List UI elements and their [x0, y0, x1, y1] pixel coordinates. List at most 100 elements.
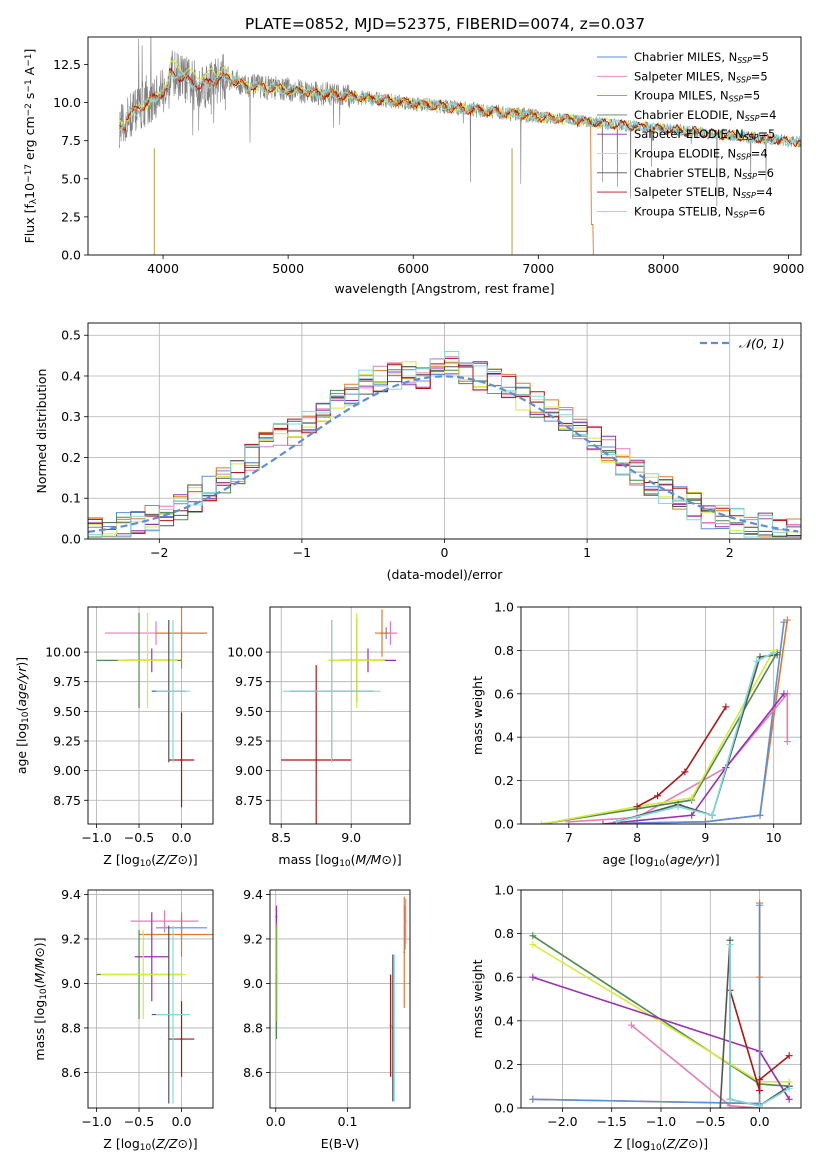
legend-label: Kroupa STELIB, NSSP=6: [634, 204, 765, 219]
plot-area: [96, 607, 208, 808]
y-tick-label: 8.6: [61, 1065, 81, 1080]
y-tick-label: 9.4: [243, 887, 263, 902]
x-tick-label: 0.0: [172, 830, 192, 845]
y-tick-label: 0.4: [494, 1013, 514, 1028]
legend-label: Salpeter ELODIE, NSSP=5: [634, 127, 775, 142]
data-point: [783, 738, 791, 746]
data-point: [756, 1076, 764, 1084]
x-tick-label: −1.5: [597, 1114, 627, 1129]
y-tick-label: 10.00: [227, 645, 263, 660]
y-tick-label: 0.2: [494, 773, 514, 788]
data-point: [529, 932, 537, 940]
data-point: [180, 1038, 183, 1041]
legend-label: Kroupa MILES, NSSP=5: [634, 89, 760, 104]
y-tick-label: 9.0: [61, 976, 81, 991]
y-tick-label: 10.00: [45, 645, 81, 660]
axes-frame: [520, 606, 802, 825]
y-tick-label: 9.00: [235, 763, 263, 778]
data-point: [688, 794, 696, 802]
data-point: [537, 820, 545, 824]
legend-label: Chabrier STELIB, NSSP=6: [634, 166, 774, 181]
age-vs-mass-panel: 8.5 9.0 8.75 9.00 9.25 9.50 9.75 10.00 mass [log…: [227, 606, 411, 869]
series-line: [729, 944, 790, 1107]
x-axis-label: E(B-V): [321, 1136, 360, 1151]
y-tick-label: 12.5: [53, 57, 81, 72]
data-point: [163, 920, 166, 923]
data-point: [780, 618, 788, 626]
x-axis-label: Z [log10(Z/Z⊙)]: [103, 852, 197, 869]
data-point: [142, 973, 145, 976]
y-tick-label: 8.75: [53, 793, 81, 808]
data-point: [756, 811, 764, 819]
data-point: [756, 1087, 764, 1095]
y-tick-label: 9.00: [53, 763, 81, 778]
y-tick-label: 8.6: [243, 1065, 263, 1080]
data-point: [529, 1095, 537, 1103]
age-vs-Z-panel: −1.0 −0.5 0.0 8.75 9.00 9.25 9.50 9.75 10.00 Z [l…: [14, 606, 214, 869]
data-point: [708, 811, 716, 819]
series-line: [616, 653, 778, 823]
axes-frame: [87, 889, 214, 1109]
y-tick-label: 0.2: [494, 1057, 514, 1072]
x-tick-label: 0.0: [266, 1114, 286, 1129]
spectrum-plot-area: [118, 37, 801, 255]
x-tick-label: 0.0: [172, 1114, 192, 1129]
y-tick-label: 0.1: [61, 491, 81, 506]
x-tick-label: 10: [766, 830, 782, 845]
x-tick-label: 9: [701, 830, 709, 845]
data-point: [403, 951, 406, 954]
x-tick-label: 7000: [522, 261, 554, 276]
axes-frame: [520, 889, 802, 1109]
data-point: [785, 1084, 793, 1092]
data-point: [726, 1095, 734, 1103]
data-point: [674, 803, 682, 811]
x-tick-label: −1: [293, 545, 311, 560]
y-tick-label: 9.75: [235, 674, 263, 689]
y-tick-label: 9.75: [53, 674, 81, 689]
data-point: [627, 1021, 635, 1029]
data-point: [785, 1052, 793, 1060]
data-point: [681, 768, 689, 776]
data-point: [172, 690, 175, 693]
x-tick-label: 1: [583, 545, 591, 560]
data-point: [770, 649, 778, 657]
plot-area: [537, 616, 791, 824]
residuals-plot-area: [88, 351, 801, 539]
data-point: [150, 955, 153, 958]
x-tick-label: −2: [150, 545, 168, 560]
data-point: [275, 915, 278, 918]
data-point: [180, 933, 183, 936]
data-point: [716, 1104, 724, 1108]
axes-frame: [269, 889, 411, 1109]
y-tick-label: 9.2: [61, 931, 81, 946]
y-tick-label: 1.0: [494, 883, 514, 898]
plot-area: [96, 910, 213, 1104]
mass-vs-Z-panel: −1.0 −0.5 0.0 8.6 8.8 9.0 9.2 9.4 Z [log10(Z/Z⊙)…: [32, 887, 214, 1153]
y-tick-label: 0.4: [494, 730, 514, 745]
axes-frame: [269, 606, 411, 825]
y-tick-label: 0.0: [61, 532, 81, 547]
data-point: [688, 811, 696, 819]
data-point: [599, 820, 607, 824]
data-point: [756, 1102, 764, 1108]
residuals-panel: −2 −1 0 1 2 0.0 0.1 0.2 0.3 0.4 0.5 𝒩(0, 1) (data-mo…: [34, 322, 802, 582]
x-tick-label: 4000: [147, 261, 179, 276]
y-tick-label: 2.5: [61, 209, 81, 224]
weight-vs-age-panel: 7 8 9 10 0.0 0.2 0.4 0.6 0.8 1.0 age [log10(age/yr…: [470, 600, 802, 869]
data-point: [726, 941, 734, 948]
x-tick-label: 0.0: [750, 1114, 770, 1129]
y-axis-label: mass weight: [470, 959, 485, 1038]
x-tick-label: 9000: [773, 261, 805, 276]
x-tick-label: 8: [633, 830, 641, 845]
x-tick-label: 6000: [397, 261, 429, 276]
y-tick-label: 5.0: [61, 171, 81, 186]
x-tick-label: 5000: [272, 261, 304, 276]
x-axis-label: wavelength [Angstrom, rest frame]: [334, 281, 554, 296]
legend-label: Chabrier ELODIE, NSSP=4: [634, 108, 776, 123]
data-point: [389, 632, 392, 635]
data-point: [529, 973, 537, 981]
y-tick-label: 0.4: [61, 368, 81, 383]
data-point: [633, 803, 641, 811]
plot-area: [281, 609, 398, 824]
y-tick-label: 0.8: [494, 643, 514, 658]
